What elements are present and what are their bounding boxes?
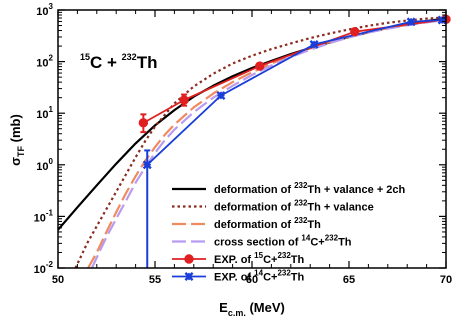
x-tick-label: 55 <box>149 274 161 286</box>
data-point-exp14 <box>406 17 416 27</box>
y-label-main: σ <box>8 157 23 166</box>
annotation-sup-1: 15 <box>80 52 90 62</box>
legend-item-exp15: EXP. of 15C+232Th <box>172 251 305 266</box>
data-point-exp14 <box>309 39 319 49</box>
x-tick-label: 70 <box>440 274 452 286</box>
series-line-def_val_2ch <box>58 17 446 231</box>
y-tick-exp: 2 <box>49 54 54 63</box>
series-line-cs14 <box>90 18 446 268</box>
y-tick-base: 10 <box>34 212 46 224</box>
annotation-post: Th <box>137 53 158 72</box>
y-tick-label: 100 <box>36 157 53 173</box>
y-label-sub: TF <box>16 145 26 156</box>
x-axis-label: Ec.m. (MeV) <box>219 300 285 318</box>
legend-label: deformation of 232Th <box>214 216 321 231</box>
y-tick-exp: -2 <box>46 260 54 269</box>
legend-marker <box>184 254 194 264</box>
legend-label: deformation of 232Th + valance <box>214 199 374 214</box>
y-tick-label: 103 <box>36 2 53 18</box>
series-line-exp15 <box>142 18 446 124</box>
y-tick-exp: 1 <box>49 105 54 114</box>
y-tick-label: 10-1 <box>34 208 54 224</box>
series-line-exp14 <box>146 19 443 166</box>
y-tick-label: 102 <box>36 54 53 70</box>
y-tick-label: 101 <box>36 105 53 121</box>
legend-label: EXP. of 14C+232Th <box>214 269 305 284</box>
x-label-sub: c.m. <box>228 308 246 318</box>
annotation-mid: C + <box>90 53 122 72</box>
y-tick-base: 10 <box>34 264 46 276</box>
x-tick-label: 50 <box>52 274 64 286</box>
legend-label: deformation of 232Th + valance + 2ch <box>214 181 406 196</box>
y-axis-label: σTF (mb) <box>8 114 26 166</box>
y-tick-base: 10 <box>36 6 48 18</box>
y-tick-base: 10 <box>36 58 48 70</box>
data-point-exp14 <box>437 15 447 25</box>
legend-item-exp14: EXP. of 14C+232Th <box>172 269 305 284</box>
legend-marker <box>184 272 194 281</box>
x-label-main: E <box>219 300 228 315</box>
y-tick-exp: 0 <box>49 157 54 166</box>
legend-label: EXP. of 15C+232Th <box>214 251 305 266</box>
marker-layer <box>138 14 451 268</box>
x-tick-label: 65 <box>343 274 355 286</box>
legend-label: cross section of 14C+232Th <box>214 234 352 249</box>
data-point-exp14 <box>216 91 226 100</box>
legend-item-cs14: cross section of 14C+232Th <box>172 234 352 249</box>
legend-item-def_val_2ch: deformation of 232Th + valance + 2ch <box>172 181 406 196</box>
series-line-def_val <box>74 16 446 268</box>
y-tick-exp: 3 <box>49 2 54 11</box>
legend-item-def_val: deformation of 232Th + valance <box>172 199 374 214</box>
data-point-exp15 <box>255 61 265 71</box>
y-label-rest: (mb) <box>8 114 23 146</box>
data-point-exp15 <box>138 118 149 128</box>
y-tick-base: 10 <box>36 161 48 173</box>
x-tick-label: 60 <box>246 274 258 286</box>
data-point-exp14 <box>142 160 152 170</box>
y-tick-base: 10 <box>36 109 48 121</box>
data-point-exp15 <box>179 95 189 105</box>
annotation-sup-2: 232 <box>122 52 137 62</box>
y-tick-label: 10-2 <box>34 260 54 276</box>
y-tick-exp: -1 <box>46 208 54 217</box>
data-point-exp15 <box>350 26 360 37</box>
reaction-annotation: 15C + 232Th <box>80 52 157 72</box>
x-label-rest: (MeV) <box>246 300 285 315</box>
legend-item-def: deformation of 232Th <box>172 216 321 231</box>
legend: deformation of 232Th + valance + 2ch defo… <box>172 181 406 284</box>
